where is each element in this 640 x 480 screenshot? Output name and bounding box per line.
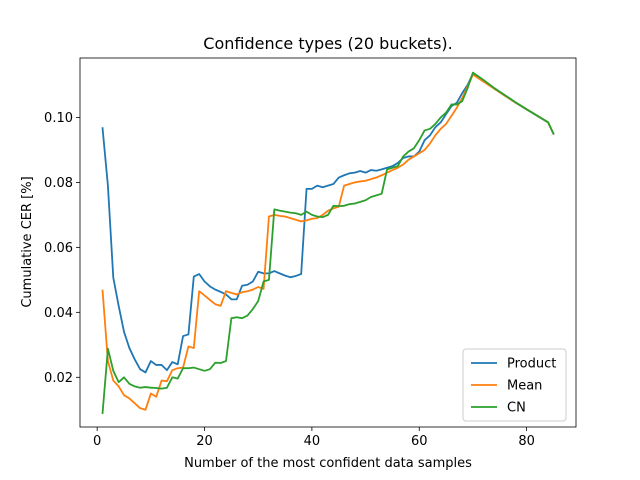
legend-label-product: Product: [507, 357, 556, 372]
plot-frame: [79, 57, 577, 428]
x-tick-label: 60: [411, 434, 428, 449]
y-tick-label: 0.10: [44, 111, 73, 126]
series-line-cn: [101, 71, 555, 415]
legend: Product Mean CN: [462, 348, 567, 422]
y-tick-label: 0.02: [44, 371, 73, 386]
y-tick-label: 0.06: [44, 241, 73, 256]
series-line-mean: [101, 73, 555, 411]
x-tick-label: 20: [196, 434, 213, 449]
series-layer: [101, 71, 555, 415]
legend-label-cn: CN: [507, 401, 526, 416]
x-axis-label: Number of the most confident data sample…: [184, 456, 472, 471]
y-tick-label: 0.08: [44, 176, 73, 191]
y-axis-label: Cumulative CER [%]: [20, 176, 35, 307]
chart-title: Confidence types (20 buckets).: [203, 34, 452, 53]
x-tick-label: 0: [93, 434, 101, 449]
legend-box: [462, 348, 567, 422]
y-axis: 0.02 0.04 0.06 0.08 0.10: [44, 111, 80, 386]
legend-label-mean: Mean: [507, 379, 542, 394]
x-tick-label: 40: [304, 434, 321, 449]
series-line-product: [101, 72, 555, 374]
x-axis: 0 20 40 60 80: [93, 427, 535, 449]
x-tick-label: 80: [518, 434, 535, 449]
y-tick-label: 0.04: [44, 306, 73, 321]
